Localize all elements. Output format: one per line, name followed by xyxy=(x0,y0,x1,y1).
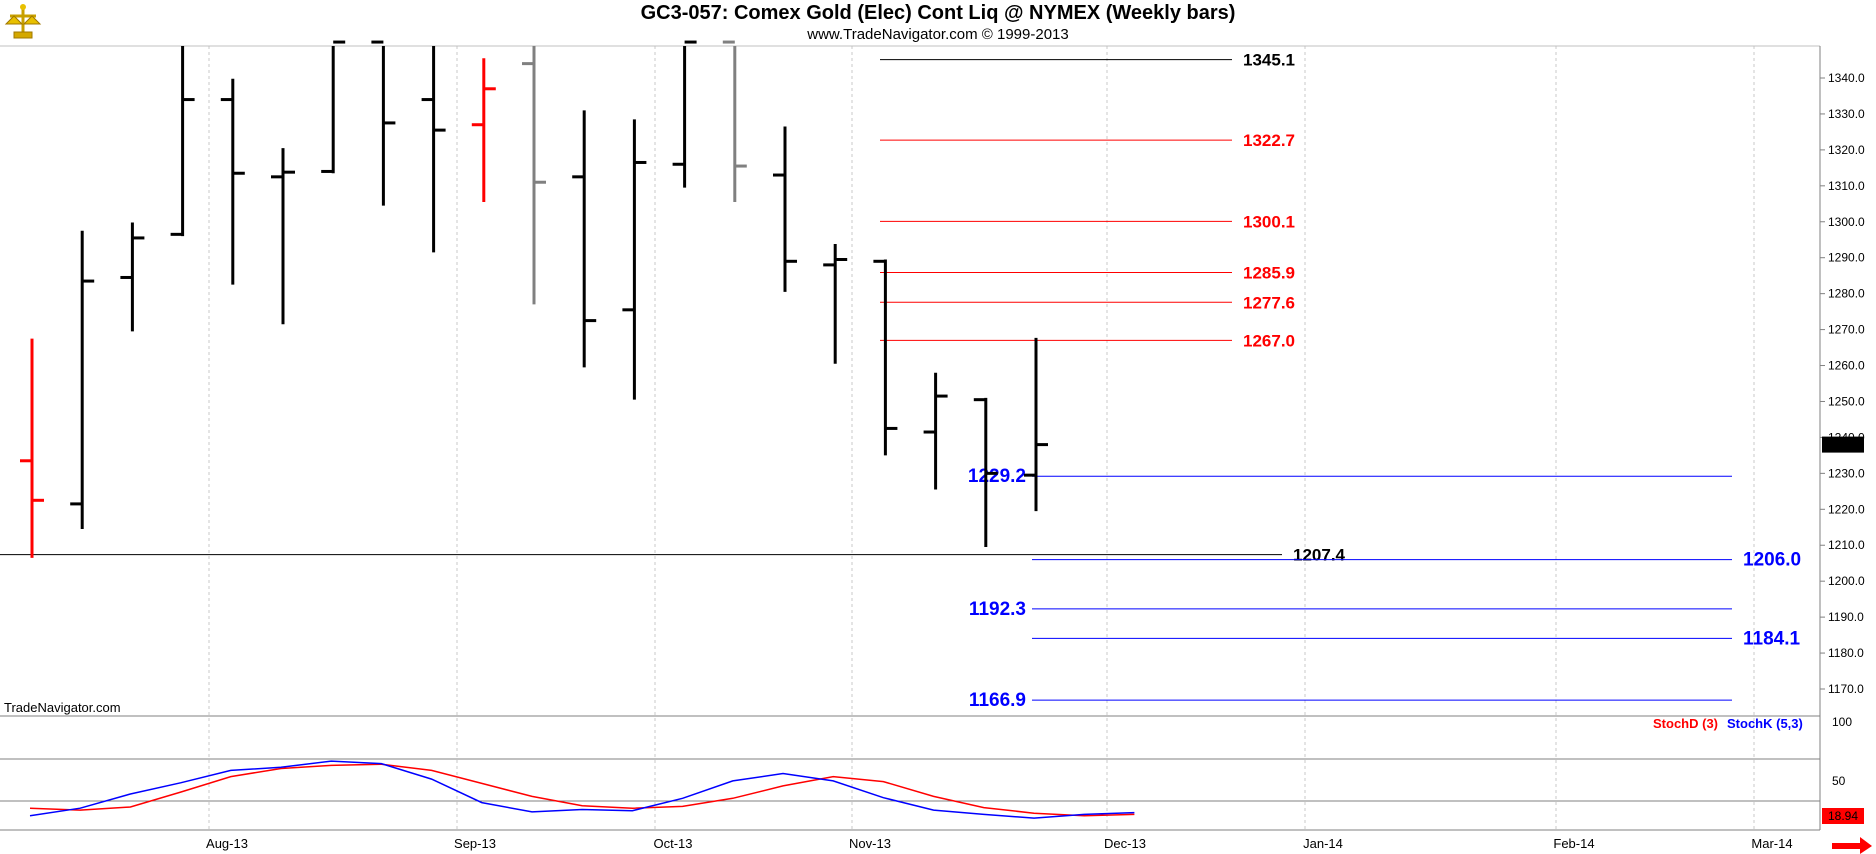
ohlc-bar xyxy=(622,119,647,400)
x-tick-label: Jan-14 xyxy=(1303,836,1343,851)
x-tick-label: Feb-14 xyxy=(1553,836,1594,851)
ohlc-bar xyxy=(20,338,44,558)
stoch-series-line xyxy=(29,763,1135,817)
level-label: 1345.1 xyxy=(1243,51,1295,70)
y-tick-label: 1250.0 xyxy=(1828,394,1865,408)
y-tick-label: 1340.0 xyxy=(1828,71,1865,85)
y-tick-label: 1270.0 xyxy=(1828,323,1865,337)
y-axis: 1170.0 1180.0 1190.0 1200.0 1210.0 1220.0 1230… xyxy=(1820,71,1865,696)
x-axis: Aug-13 Sep-13 Oct-13 Nov-13 Dec-13 Jan-14 Feb-… xyxy=(206,836,1793,851)
ohlc-bar xyxy=(70,230,95,530)
y-tick-label: 1290.0 xyxy=(1828,251,1865,265)
level-label: 1206.0 xyxy=(1743,550,1801,571)
y-tick-label: 1300.0 xyxy=(1828,215,1865,229)
ohlc-bar xyxy=(120,222,145,332)
y-tick-label: 1200.0 xyxy=(1828,574,1865,588)
y-tick-label: 1280.0 xyxy=(1828,287,1865,301)
ohlc-bar xyxy=(722,40,747,202)
price-bars xyxy=(20,40,1048,558)
y-tick-label: 1310.0 xyxy=(1828,179,1865,193)
x-tick-label: Mar-14 xyxy=(1751,836,1792,851)
y-tick-label: 1190.0 xyxy=(1828,610,1864,624)
stochastic-panel: 100 50 xyxy=(0,715,1852,819)
level-label: 1267.0 xyxy=(1243,331,1295,350)
y-tick-label: 1330.0 xyxy=(1828,107,1865,121)
ohlc-bar xyxy=(471,58,496,202)
y-tick-label: 1210.0 xyxy=(1828,538,1865,552)
ohlc-bar xyxy=(672,40,697,188)
level-label: 1322.7 xyxy=(1243,131,1295,150)
stoch-series-line xyxy=(29,760,1135,819)
last-stoch-label: 18.94 xyxy=(1828,809,1858,823)
ohlc-bar xyxy=(371,40,396,206)
x-tick-label: Aug-13 xyxy=(206,836,248,851)
chart-title: GC3-057: Comex Gold (Elec) Cont Liq @ NY… xyxy=(640,2,1236,24)
ohlc-bar xyxy=(923,372,948,490)
level-label: 1229.2 xyxy=(968,466,1026,487)
x-tick-label: Dec-13 xyxy=(1104,836,1146,851)
scroll-right-arrow-icon xyxy=(1832,837,1872,854)
ohlc-bar xyxy=(522,46,546,305)
last-stoch-box xyxy=(1822,808,1864,824)
x-tick-label: Oct-13 xyxy=(653,836,692,851)
last-price-label: 1238.0 xyxy=(1825,438,1862,452)
ohlc-bar xyxy=(321,40,346,174)
ohlc-bar xyxy=(220,78,245,285)
ohlc-bar xyxy=(773,126,797,292)
level-label: 1285.9 xyxy=(1243,263,1295,282)
last-price-box xyxy=(1822,436,1864,453)
legend-stochk: StochK (5,3) xyxy=(1727,716,1803,731)
ohlc-bar xyxy=(271,148,295,325)
legend-stochd: StochD (3) xyxy=(1653,716,1718,731)
y-tick-label: 1180.0 xyxy=(1828,646,1864,660)
y-tick-label: 1220.0 xyxy=(1828,502,1865,516)
chart-subtitle: www.TradeNavigator.com © 1999-2013 xyxy=(807,26,1069,43)
level-label: 1277.6 xyxy=(1243,293,1295,312)
y-tick-label: 1230.0 xyxy=(1828,466,1865,480)
watermark: TradeNavigator.com xyxy=(4,700,121,715)
level-label: 1192.3 xyxy=(969,599,1026,620)
level-label: 1207.4 xyxy=(1293,546,1346,565)
y-tick-label: 1170.0 xyxy=(1828,682,1864,696)
ohlc-bar xyxy=(823,244,848,364)
last-price-marker: 1238.0 18.94 xyxy=(1822,436,1872,854)
price-levels: 1345.1 1322.7 1300.1 1285.9 1277.6 1267.0 1229… xyxy=(0,51,1801,711)
x-tick-label: Nov-13 xyxy=(849,836,891,851)
grid-lines xyxy=(0,45,1821,831)
trade-navigator-logo-icon xyxy=(4,4,42,39)
stoch-y-tick-label: 50 xyxy=(1832,774,1846,788)
ohlc-bar xyxy=(973,397,998,548)
level-label: 1166.9 xyxy=(969,690,1026,711)
ohlc-bar xyxy=(873,259,898,456)
stoch-y-tick-label: 100 xyxy=(1832,715,1852,729)
ohlc-bar xyxy=(421,46,446,253)
ohlc-bar xyxy=(1024,337,1048,512)
level-label: 1184.1 xyxy=(1743,628,1800,649)
level-label: 1300.1 xyxy=(1243,212,1295,231)
ohlc-bar xyxy=(572,110,597,368)
y-tick-label: 1320.0 xyxy=(1828,143,1865,157)
ohlc-bar xyxy=(170,46,195,237)
y-tick-label: 1260.0 xyxy=(1828,359,1865,373)
x-tick-label: Sep-13 xyxy=(454,836,496,851)
